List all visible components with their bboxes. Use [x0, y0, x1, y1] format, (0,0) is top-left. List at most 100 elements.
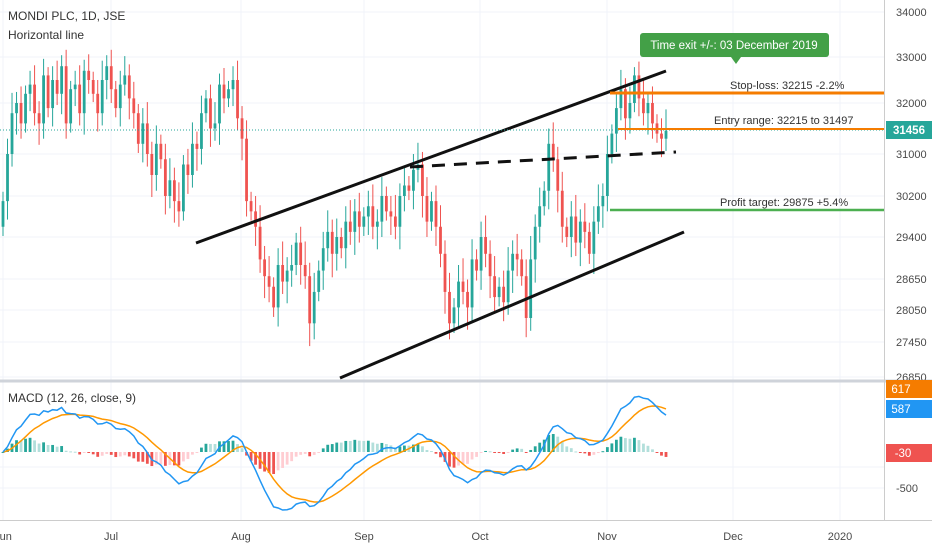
macd-histogram-bar	[154, 452, 158, 465]
candle-body	[6, 154, 9, 202]
price-tick-label: 30200	[896, 191, 927, 203]
macd-histogram-bar	[276, 452, 280, 471]
candle	[457, 265, 460, 327]
macd-histogram-bar	[430, 451, 433, 453]
macd-histogram-bar	[159, 452, 163, 465]
candle-body	[434, 201, 438, 227]
candle	[204, 90, 208, 123]
candle	[565, 217, 569, 248]
candle	[542, 181, 546, 216]
macd-value-badge: 617	[891, 384, 910, 396]
candle	[344, 206, 348, 269]
candle-body	[633, 75, 636, 103]
neckline-dashed-line[interactable]	[409, 150, 677, 169]
candle	[578, 209, 582, 267]
macd-histogram-bar	[578, 452, 582, 453]
candle-body	[254, 211, 257, 227]
candle	[1, 191, 5, 236]
macd-histogram-bar	[231, 440, 235, 452]
macd-histogram-bar	[46, 444, 50, 452]
macd-histogram-bar	[123, 452, 127, 456]
macd-histogram-bar	[281, 452, 285, 468]
candle	[141, 108, 145, 163]
macd-histogram-bar	[209, 443, 212, 452]
candle-body	[556, 159, 560, 191]
candle	[475, 249, 478, 281]
macd-histogram-bar	[19, 440, 23, 452]
candle	[317, 260, 321, 302]
candle	[371, 184, 375, 240]
macd-histogram-bar	[547, 434, 551, 452]
candle	[177, 182, 181, 227]
macd-histogram-bar	[393, 447, 397, 452]
candle	[497, 277, 501, 307]
candle	[484, 215, 487, 268]
macd-histogram-bar	[299, 452, 303, 455]
macd-histogram-bar	[191, 452, 194, 455]
candle-body	[150, 154, 154, 175]
candle-body	[497, 286, 501, 298]
price-axis[interactable]: 34000 33000 32000 31000 30200 29400 28650 28050…	[896, 7, 927, 384]
candle	[154, 125, 158, 191]
macd-axis[interactable]: 617 587 -30 -500	[886, 380, 932, 495]
channel-upper-line[interactable]	[195, 69, 667, 245]
candle-body	[64, 66, 68, 124]
candle	[6, 138, 9, 220]
macd-histogram-bar	[55, 446, 59, 452]
candle	[448, 272, 451, 340]
signal-value-badge: 587	[891, 404, 910, 416]
macd-histogram-bar	[51, 444, 55, 452]
candle-body	[375, 221, 379, 227]
candle-body	[587, 231, 591, 254]
macd-histogram-bar	[538, 442, 542, 452]
candle	[249, 191, 253, 221]
time-exit-tooltip[interactable]: Time exit +/-: 03 December 2019	[640, 33, 829, 64]
macd-histogram-bar	[375, 443, 379, 452]
candle	[55, 60, 59, 106]
macd-histogram-bar	[290, 452, 294, 462]
candle	[276, 248, 280, 327]
macd-histogram-bar	[109, 452, 113, 455]
macd-histogram-bar	[524, 452, 528, 453]
candle	[15, 91, 18, 135]
candle-body	[664, 130, 668, 139]
macd-histogram-bar	[172, 452, 176, 466]
candle-body	[303, 265, 307, 277]
macd-histogram-bar	[619, 436, 623, 452]
candle-body	[172, 180, 176, 202]
candle-body	[479, 237, 483, 271]
macd-histogram-bar	[82, 452, 86, 453]
candle-body	[100, 80, 104, 114]
candle	[421, 151, 424, 218]
candle-body	[312, 291, 316, 324]
macd-label: MACD (12, 26, close, 9)	[8, 391, 136, 405]
macd-histogram-bar	[339, 442, 343, 452]
macd-histogram-bar	[186, 452, 190, 459]
candle-body	[321, 248, 325, 271]
candle	[633, 67, 636, 113]
candle-body	[619, 89, 623, 109]
macd-histogram-bar	[587, 452, 591, 456]
candle-body	[380, 196, 384, 222]
macd-histogram-bar	[69, 451, 73, 453]
candle-body	[393, 216, 397, 227]
macd-histogram-bar	[362, 440, 366, 452]
candle-body	[601, 196, 605, 207]
candle	[64, 49, 68, 139]
candle-body	[339, 237, 343, 249]
macd-histogram-bar	[326, 444, 330, 452]
candle-body	[69, 89, 73, 124]
price-tick-label: 27450	[896, 337, 927, 349]
time-axis[interactable]: Jun Jul Aug Sep Oct Nov Dec 2020	[0, 531, 852, 543]
macd-histogram-bar	[96, 452, 100, 457]
macd-histogram-bar	[592, 452, 596, 455]
channel-lower-line[interactable]	[339, 230, 685, 380]
candle	[46, 67, 50, 118]
price-tick-label: 28050	[896, 305, 927, 317]
macd-histogram-bar	[114, 452, 118, 458]
macd-histogram-bar	[254, 452, 257, 465]
macd-histogram-bar	[37, 443, 41, 452]
candle-body	[96, 93, 100, 114]
macd-histogram-bar	[105, 452, 109, 454]
